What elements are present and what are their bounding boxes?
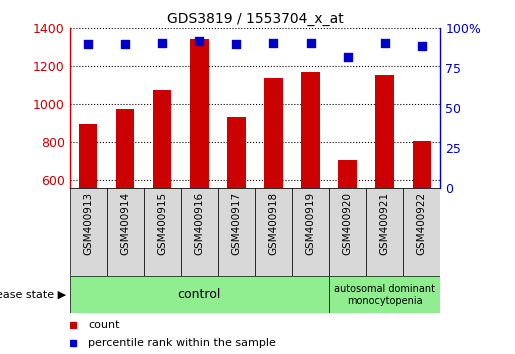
Bar — [116, 109, 134, 188]
Text: GSM400915: GSM400915 — [157, 192, 167, 255]
Bar — [144, 188, 181, 276]
Bar — [375, 75, 394, 188]
Text: GSM400922: GSM400922 — [417, 192, 427, 255]
Text: autosomal dominant
monocytopenia: autosomal dominant monocytopenia — [334, 284, 435, 306]
Bar — [70, 276, 329, 313]
Point — [269, 40, 278, 46]
Bar — [264, 78, 283, 188]
Bar — [70, 188, 107, 276]
Bar — [255, 188, 292, 276]
Bar — [227, 116, 246, 188]
Point — [195, 38, 203, 44]
Point — [344, 54, 352, 60]
Text: GSM400913: GSM400913 — [83, 192, 93, 255]
Bar — [338, 160, 357, 188]
Bar — [329, 188, 366, 276]
Text: GSM400920: GSM400920 — [342, 192, 353, 255]
Point — [381, 40, 389, 46]
Bar — [153, 90, 171, 188]
Point — [306, 40, 315, 46]
Text: GSM400921: GSM400921 — [380, 192, 390, 255]
Bar — [79, 124, 97, 188]
Point — [418, 43, 426, 49]
Bar — [190, 39, 209, 188]
Text: GSM400916: GSM400916 — [194, 192, 204, 255]
Bar — [181, 188, 218, 276]
Point — [232, 41, 241, 47]
Text: disease state ▶: disease state ▶ — [0, 290, 66, 300]
Point — [158, 40, 166, 46]
Text: GSM400919: GSM400919 — [305, 192, 316, 255]
Bar — [366, 188, 403, 276]
Bar — [301, 72, 320, 188]
Bar — [329, 276, 440, 313]
Text: GSM400917: GSM400917 — [231, 192, 242, 255]
Point — [84, 41, 92, 47]
Bar — [403, 188, 440, 276]
Text: control: control — [178, 288, 221, 301]
Text: GSM400914: GSM400914 — [120, 192, 130, 255]
Text: count: count — [88, 320, 119, 330]
Title: GDS3819 / 1553704_x_at: GDS3819 / 1553704_x_at — [166, 12, 344, 26]
Bar — [292, 188, 329, 276]
Bar — [107, 188, 144, 276]
Bar — [413, 141, 431, 188]
Point — [121, 41, 129, 47]
Bar — [218, 188, 255, 276]
Text: GSM400918: GSM400918 — [268, 192, 279, 255]
Text: percentile rank within the sample: percentile rank within the sample — [88, 338, 276, 348]
